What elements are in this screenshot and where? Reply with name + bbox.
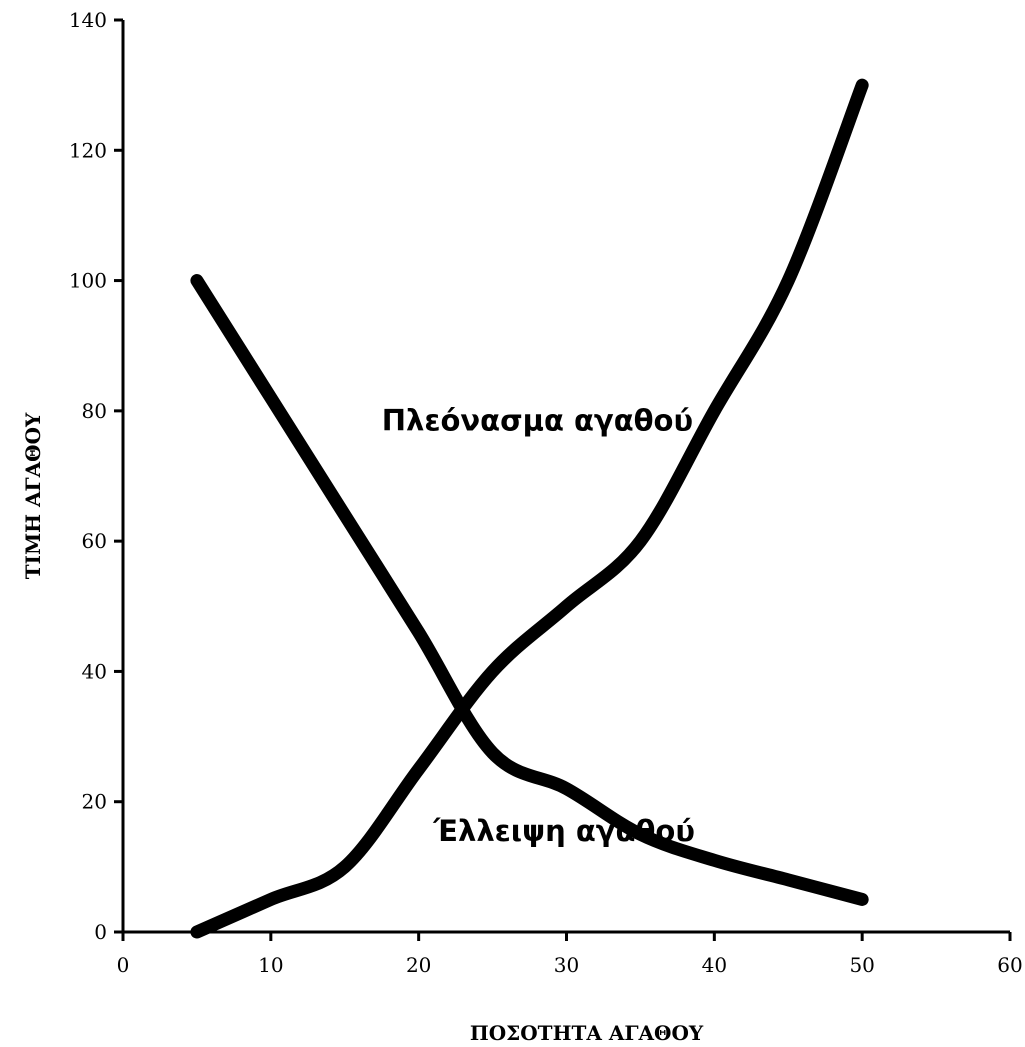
y-tick-label: 140 xyxy=(69,8,107,32)
shortage-annotation: Έλλειψη αγαθού xyxy=(432,814,694,848)
labels-layer: ΠΟΣΟΤΗΤΑ ΑΓΑΘΟΥ ΤΙΜΗ ΑΓΑΘΟΥ xyxy=(21,412,704,1045)
x-tick-label: 0 xyxy=(117,953,130,977)
annotation-layer: Πλεόνασμα αγαθού Έλλειψη αγαθού xyxy=(382,403,695,847)
series-layer xyxy=(190,78,869,939)
surplus-annotation: Πλεόνασμα αγαθού xyxy=(382,403,693,437)
x-tick-label: 20 xyxy=(406,953,431,977)
ticks-layer: 0 10 20 30 40 50 60 0 20 40 60 80 100 120 140 xyxy=(69,8,1023,977)
y-tick-label: 0 xyxy=(94,920,107,944)
supply-curve xyxy=(190,78,869,939)
y-axis-title: ΤΙΜΗ ΑΓΑΘΟΥ xyxy=(21,412,45,579)
x-tick-label: 10 xyxy=(258,953,283,977)
y-tick-label: 120 xyxy=(69,138,107,162)
y-tick-label: 40 xyxy=(82,659,107,683)
y-tick-label: 80 xyxy=(82,399,107,423)
x-tick-label: 60 xyxy=(997,953,1022,977)
x-tick-label: 50 xyxy=(849,953,874,977)
x-axis-title: ΠΟΣΟΤΗΤΑ ΑΓΑΘΟΥ xyxy=(470,1021,704,1045)
x-tick-label: 30 xyxy=(554,953,579,977)
y-tick-label: 100 xyxy=(69,269,107,293)
demand-curve xyxy=(190,274,869,906)
y-tick-label: 60 xyxy=(82,529,107,553)
x-tick-label: 40 xyxy=(702,953,727,977)
y-tick-label: 20 xyxy=(82,790,107,814)
